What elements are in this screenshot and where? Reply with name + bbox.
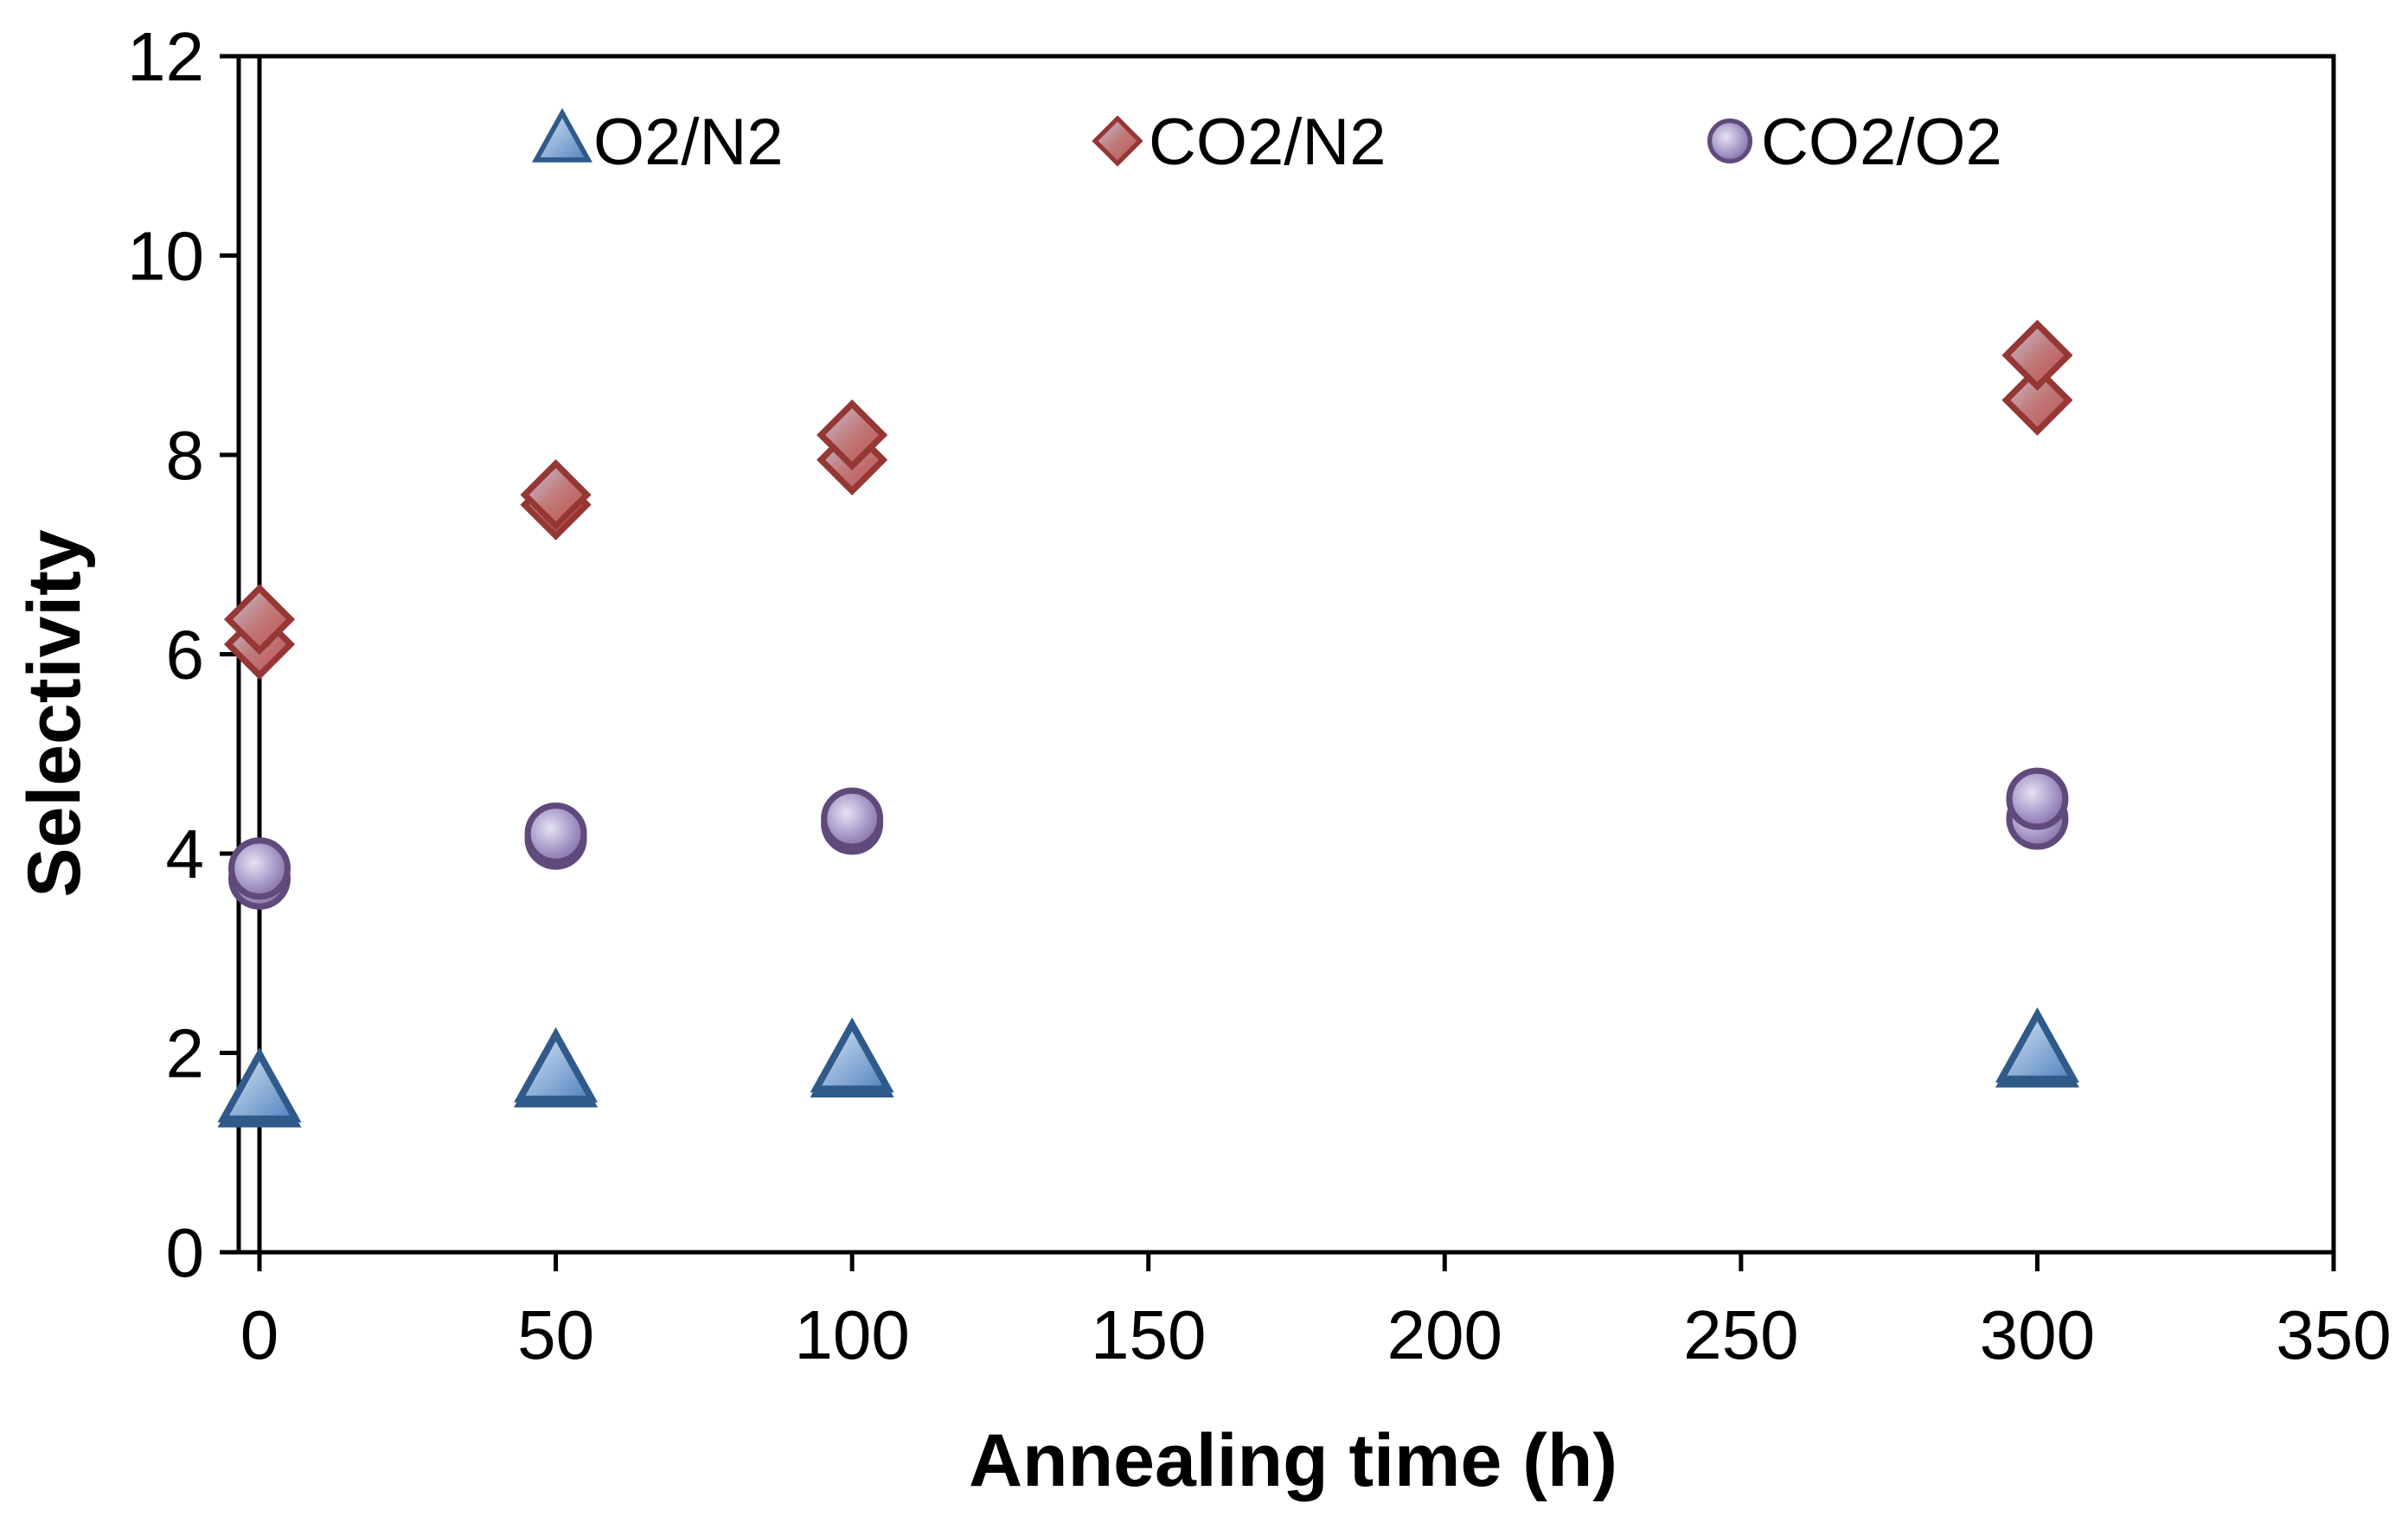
series-diamond bbox=[223, 319, 2073, 681]
data-point bbox=[514, 1027, 599, 1103]
legend-item: CO2/O2 bbox=[1707, 106, 2002, 179]
data-point bbox=[228, 837, 291, 900]
x-tick-label: 0 bbox=[240, 1296, 279, 1373]
data-point bbox=[223, 584, 296, 656]
x-tick-label: 100 bbox=[794, 1296, 909, 1373]
data-point bbox=[810, 1017, 894, 1093]
data-point bbox=[2006, 767, 2069, 830]
y-tick-label: 2 bbox=[166, 1015, 205, 1092]
x-tick-label: 350 bbox=[2276, 1296, 2391, 1373]
x-tick-label: 300 bbox=[1980, 1296, 2095, 1373]
data-point bbox=[817, 399, 888, 471]
data-point bbox=[2001, 319, 2073, 391]
y-tick-label: 8 bbox=[166, 417, 205, 494]
legend-label: CO2/O2 bbox=[1761, 106, 2002, 179]
y-tick-label: 12 bbox=[127, 18, 204, 95]
x-axis-title: Annealing time (h) bbox=[969, 1419, 1617, 1502]
x-tick-label: 150 bbox=[1091, 1296, 1206, 1373]
y-tick-label: 6 bbox=[166, 617, 205, 694]
data-point bbox=[217, 1046, 302, 1123]
data-point bbox=[524, 802, 587, 865]
legend-label: CO2/N2 bbox=[1149, 106, 1387, 179]
legend-marker-diamond bbox=[1092, 115, 1143, 167]
legend-marker-triangle bbox=[531, 107, 593, 163]
series-triangle bbox=[217, 1007, 2079, 1128]
legend-label: O2/N2 bbox=[593, 106, 784, 179]
x-tick-label: 50 bbox=[517, 1296, 594, 1373]
y-axis-title: Selectivity bbox=[13, 529, 96, 898]
data-point bbox=[2001, 364, 2073, 436]
legend-item: O2/N2 bbox=[531, 106, 784, 179]
legend-item: CO2/N2 bbox=[1092, 106, 1387, 179]
data-point bbox=[1995, 1007, 2079, 1083]
y-tick-label: 4 bbox=[166, 816, 205, 892]
y-tick-label: 10 bbox=[127, 218, 204, 295]
data-point bbox=[520, 459, 592, 531]
series-circle bbox=[228, 767, 2069, 910]
y-tick-label: 0 bbox=[166, 1214, 205, 1291]
x-tick-label: 200 bbox=[1387, 1296, 1502, 1373]
x-tick-label: 250 bbox=[1683, 1296, 1798, 1373]
legend-marker-circle bbox=[1707, 118, 1752, 164]
data-point bbox=[821, 787, 884, 850]
